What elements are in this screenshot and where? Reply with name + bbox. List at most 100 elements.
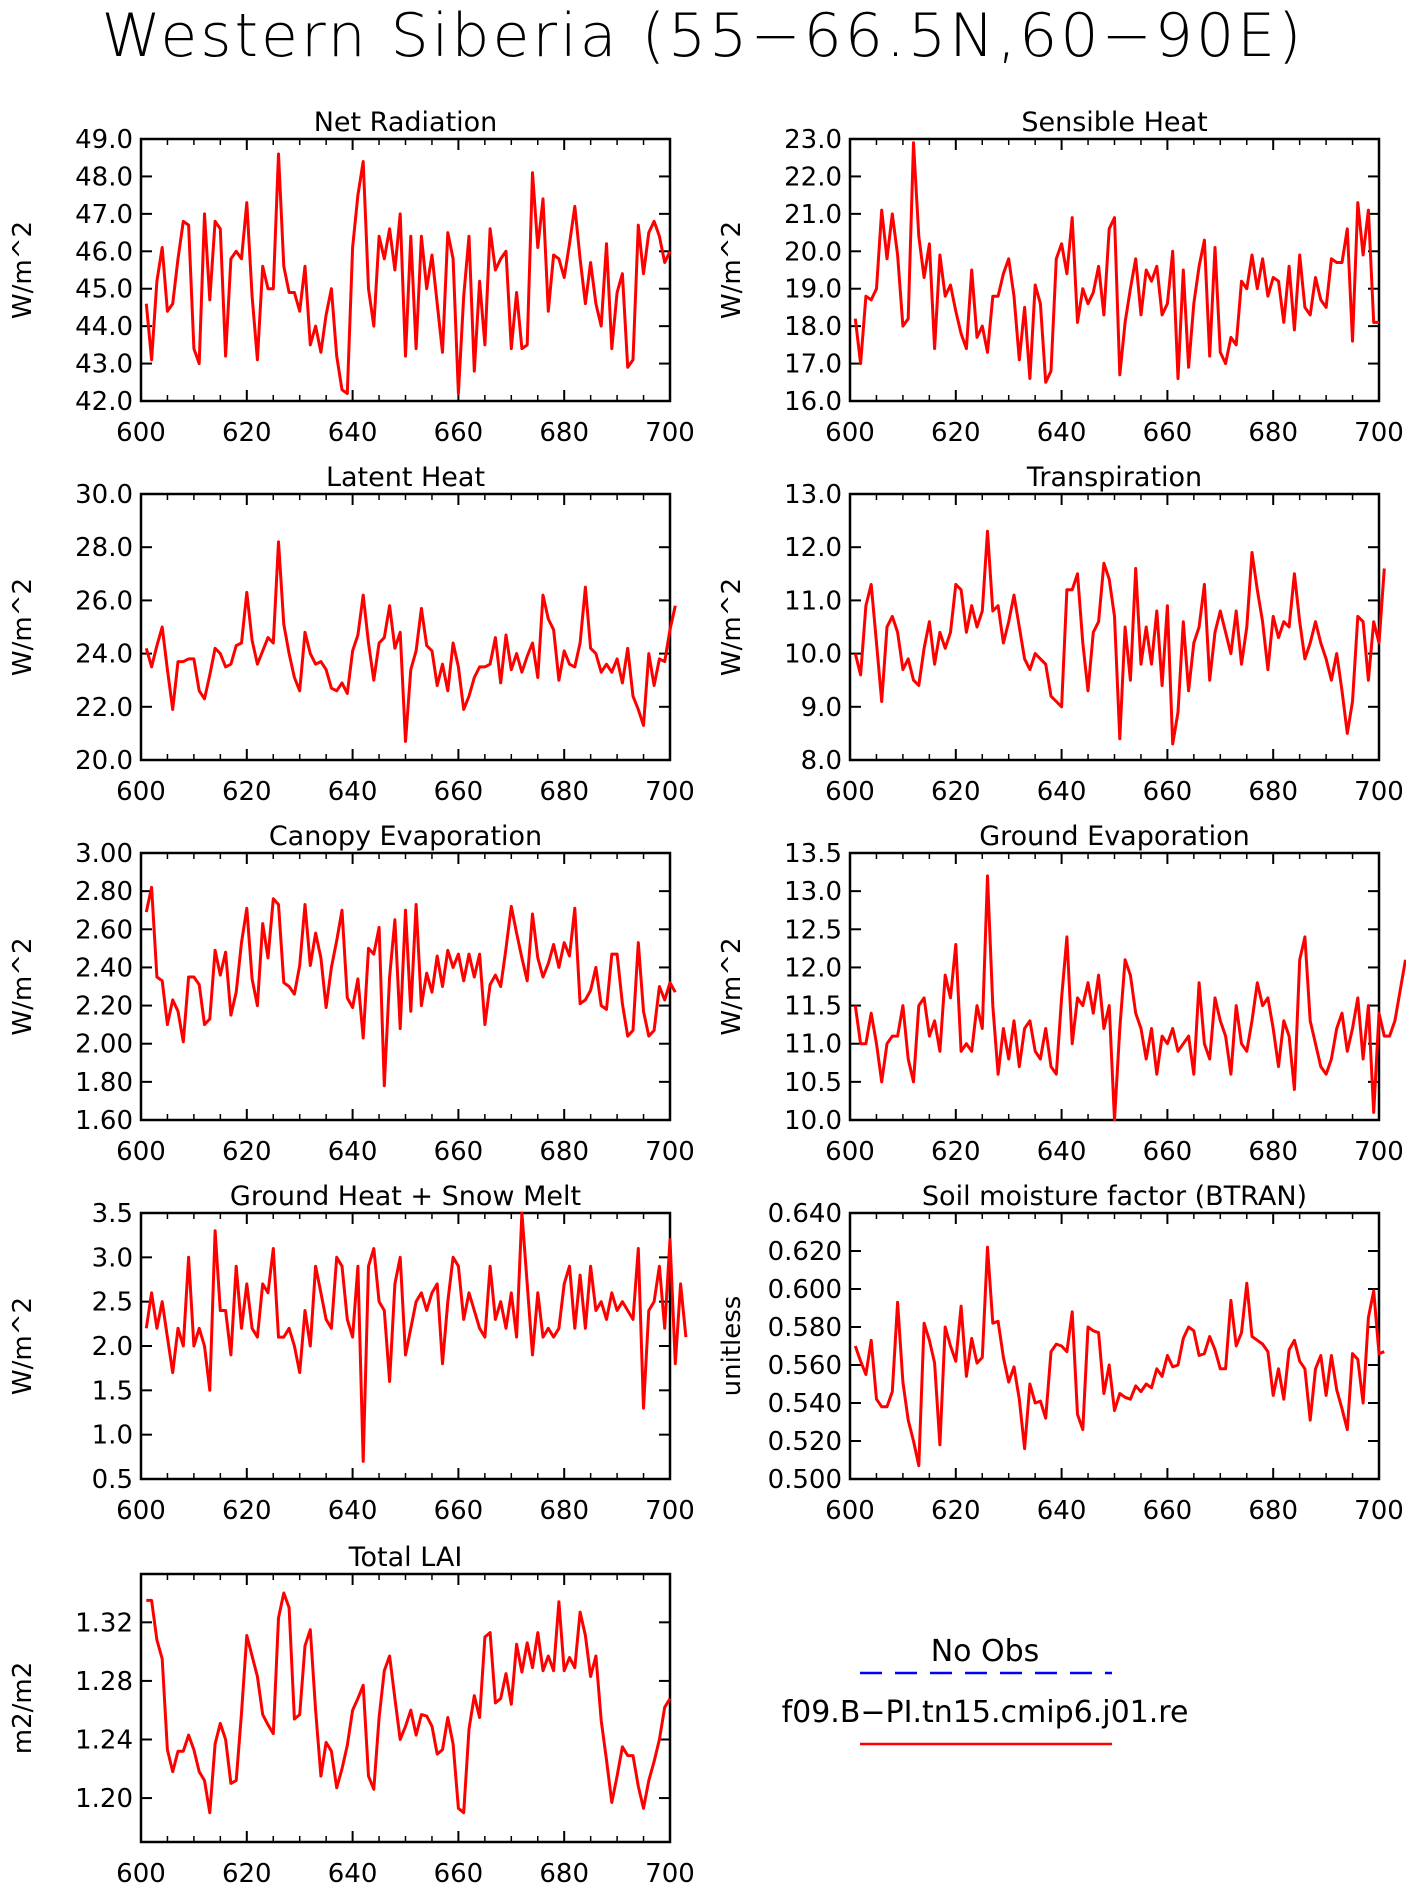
y-tick-label: 13.0	[784, 480, 842, 510]
x-tick-label: 640	[1037, 418, 1087, 448]
x-tick-label: 640	[1037, 1496, 1087, 1526]
x-tick-label: 660	[1143, 777, 1193, 807]
y-axis-label: W/m^2	[717, 578, 747, 676]
x-tick-label: 600	[825, 1496, 875, 1526]
y-tick-label: 12.0	[784, 533, 842, 563]
panel-net-radiation: 42.0 43.0 44.0 45.0 46.0 47.0 48.0 49.0 600 620 64…	[8, 107, 695, 448]
x-tick-label: 600	[116, 418, 166, 448]
y-tick-label: 2.0	[92, 1332, 133, 1362]
y-tick-label: 12.5	[784, 915, 842, 945]
y-tick-label: 3.0	[92, 1243, 133, 1273]
panel-title: Latent Heat	[326, 462, 485, 493]
y-tick-label: 10.0	[784, 640, 842, 670]
x-tick-label: 600	[825, 777, 875, 807]
x-tick-label: 640	[328, 1496, 378, 1526]
panel-title: Soil moisture factor (BTRAN)	[922, 1181, 1307, 1212]
y-tick-label: 22.0	[75, 693, 133, 723]
x-tick-label: 640	[1037, 1137, 1087, 1167]
panel-title: Sensible Heat	[1021, 107, 1207, 138]
y-tick-label: 1.80	[75, 1068, 133, 1098]
y-tick-label: 10.0	[784, 1106, 842, 1136]
x-tick-label: 660	[1143, 418, 1193, 448]
x-tick-label: 680	[1248, 1496, 1298, 1526]
y-tick-label: 0.540	[768, 1389, 842, 1419]
x-tick-label: 660	[434, 418, 484, 448]
y-tick-label: 12.0	[784, 953, 842, 983]
x-tick-label: 680	[1248, 418, 1298, 448]
y-tick-label: 10.5	[784, 1068, 842, 1098]
x-tick-label: 680	[539, 1859, 589, 1889]
legend: No Obs f09.B−PI.tn15.cmip6.j01.re	[782, 1634, 1189, 1746]
panel-total-lai: 1.20 1.24 1.28 1.32 600 620 640 660 680 700 Total …	[8, 1542, 695, 1889]
x-tick-label: 620	[222, 1496, 272, 1526]
y-axis-label: m2/m2	[8, 1662, 38, 1755]
x-tick-label: 700	[645, 1859, 695, 1889]
y-tick-label: 30.0	[75, 480, 133, 510]
y-tick-label: 1.60	[75, 1106, 133, 1136]
x-tick-label: 640	[328, 418, 378, 448]
series-line-soil-moisture-factor-btran	[853, 1245, 1385, 1468]
y-axis-label: W/m^2	[8, 937, 38, 1035]
y-tick-label: 23.0	[784, 125, 842, 155]
y-tick-label: 47.0	[75, 200, 133, 230]
y-tick-label: 11.0	[784, 586, 842, 616]
x-tick-label: 700	[1354, 418, 1404, 448]
y-tick-label: 49.0	[75, 125, 133, 155]
x-tick-label: 600	[116, 1859, 166, 1889]
x-tick-label: 680	[1248, 777, 1298, 807]
y-tick-label: 1.24	[75, 1725, 133, 1755]
series-line-canopy-evaporation	[144, 885, 677, 1088]
y-tick-label: 1.5	[92, 1376, 133, 1406]
y-axis-label: W/m^2	[8, 221, 38, 319]
x-tick-label: 700	[1354, 1137, 1404, 1167]
x-tick-label: 660	[434, 1137, 484, 1167]
y-tick-label: 2.40	[75, 953, 133, 983]
y-tick-label: 46.0	[75, 237, 133, 267]
y-tick-label: 0.5	[92, 1465, 133, 1495]
y-tick-label: 1.28	[75, 1667, 133, 1697]
y-tick-label: 1.32	[75, 1608, 133, 1638]
y-tick-label: 26.0	[75, 586, 133, 616]
panel-latent-heat: 20.0 22.0 24.0 26.0 28.0 30.0 600 620 640 660 680 7…	[8, 462, 695, 807]
x-tick-label: 640	[328, 1137, 378, 1167]
y-tick-label: 20.0	[784, 237, 842, 267]
x-tick-label: 680	[539, 777, 589, 807]
y-tick-label: 20.0	[75, 746, 133, 776]
panel-title: Transpiration	[1026, 462, 1202, 493]
legend-model-label: f09.B−PI.tn15.cmip6.j01.re	[782, 1695, 1189, 1730]
y-tick-label: 0.560	[768, 1351, 842, 1381]
x-tick-label: 700	[645, 418, 695, 448]
panel-sensible-heat: 16.0 17.0 18.0 19.0 20.0 21.0 22.0 23.0 600 620 64…	[717, 107, 1404, 448]
y-tick-label: 2.80	[75, 877, 133, 907]
x-tick-label: 620	[222, 777, 272, 807]
x-tick-label: 640	[1037, 777, 1087, 807]
x-tick-label: 600	[116, 1137, 166, 1167]
y-tick-label: 11.0	[784, 1030, 842, 1060]
y-tick-label: 17.0	[784, 350, 842, 380]
panel-title: Canopy Evaporation	[269, 821, 542, 852]
y-tick-label: 43.0	[75, 350, 133, 380]
y-tick-label: 11.5	[784, 992, 842, 1022]
series-line-net-radiation	[144, 152, 672, 395]
y-tick-label: 22.0	[784, 162, 842, 192]
x-tick-label: 700	[645, 1137, 695, 1167]
y-tick-label: 1.0	[92, 1421, 133, 1451]
y-tick-label: 45.0	[75, 275, 133, 305]
x-tick-label: 600	[825, 418, 875, 448]
page-title: Western Siberia (55−66.5N,60−90E)	[101, 1, 1305, 71]
x-tick-label: 660	[434, 777, 484, 807]
x-tick-label: 700	[1354, 1496, 1404, 1526]
x-tick-label: 600	[116, 1496, 166, 1526]
y-tick-label: 42.0	[75, 387, 133, 417]
series-line-ground-evaporation	[853, 874, 1406, 1122]
x-tick-label: 620	[931, 1496, 981, 1526]
y-tick-label: 2.00	[75, 1030, 133, 1060]
y-tick-label: 24.0	[75, 640, 133, 670]
x-tick-label: 620	[222, 418, 272, 448]
y-tick-label: 8.0	[801, 746, 842, 776]
series-line-ground-heat-snow-melt	[144, 1211, 688, 1463]
y-axis-label: W/m^2	[8, 1297, 38, 1395]
y-axis-label: unitless	[717, 1296, 747, 1397]
y-tick-label: 0.580	[768, 1313, 842, 1343]
y-tick-label: 28.0	[75, 533, 133, 563]
